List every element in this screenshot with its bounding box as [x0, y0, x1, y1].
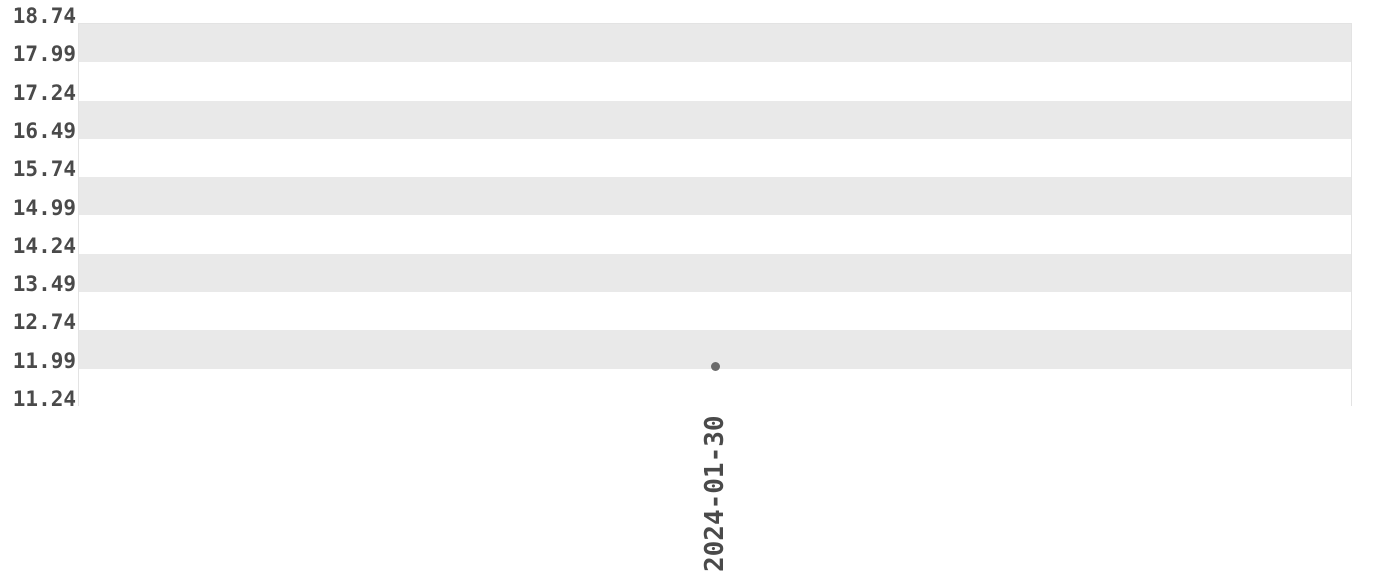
- y-tick-label: 17.99: [12, 42, 76, 67]
- y-tick-label: 11.24: [12, 387, 76, 411]
- grid-band: [79, 138, 1351, 178]
- grid-band: [79, 215, 1351, 254]
- y-tick-label: 11.99: [12, 348, 76, 373]
- y-tick-label: 16.49: [12, 118, 76, 143]
- grid-band: [79, 24, 1351, 63]
- x-tick-label: 2024-01-30: [700, 415, 730, 572]
- grid-band: [79, 62, 1351, 101]
- grid-band: [79, 368, 1351, 407]
- grid-band: [79, 253, 1351, 293]
- y-tick-label: 14.99: [12, 195, 76, 220]
- plot-area: [78, 23, 1352, 407]
- y-tick-label: 12.74: [12, 310, 76, 335]
- grid-band: [79, 100, 1351, 139]
- y-tick-label: 13.49: [12, 272, 76, 297]
- grid-band: [79, 177, 1351, 216]
- y-tick-label: 14.24: [12, 233, 76, 258]
- y-tick-label: 15.74: [12, 157, 76, 182]
- grid-band: [79, 292, 1351, 331]
- y-tick-label: 18.74: [12, 4, 76, 28]
- y-tick-label: 17.24: [12, 80, 76, 105]
- data-point: [710, 361, 720, 371]
